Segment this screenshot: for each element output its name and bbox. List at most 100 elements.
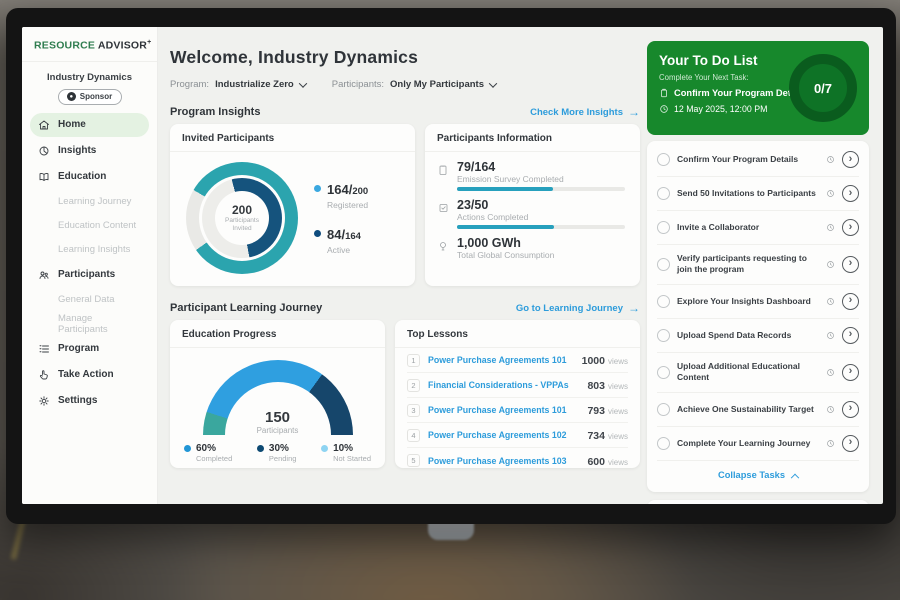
sidebar-item-label: Settings (58, 395, 97, 406)
legend-value: 60% (196, 443, 232, 454)
task-checkbox[interactable] (657, 437, 670, 450)
sidebar-item-settings[interactable]: Settings (30, 389, 149, 413)
sidebar-item-learning-journey[interactable]: Learning Journey (30, 191, 149, 213)
gauge-value: 150 (203, 409, 353, 426)
invited-donut-outer: 200 Participants Invited (186, 162, 298, 274)
lesson-link[interactable]: Power Purchase Agreements 101 (428, 405, 579, 415)
task-open-button[interactable]: › (842, 219, 859, 236)
task-row-complete-learning-journey[interactable]: Complete Your Learning Journey › (657, 427, 859, 461)
program-insights-header: Program Insights Check More Insights → (170, 106, 640, 118)
sidebar-item-manage-participants[interactable]: Manage Participants (30, 313, 149, 335)
program-filter[interactable]: Program: Industrialize Zero (170, 79, 306, 90)
legend-dot (184, 445, 191, 452)
task-checkbox[interactable] (657, 187, 670, 200)
participants-filter[interactable]: Participants: Only My Participants (332, 79, 496, 90)
legend-dot (314, 230, 321, 237)
sponsor-badge: ● Sponsor (58, 89, 122, 105)
task-row-confirm-program[interactable]: Confirm Your Program Details › (657, 143, 859, 177)
lesson-row: 5 Power Purchase Agreements 103 600views (407, 448, 628, 473)
monitor-bezel: RESOURCE ADVISOR+ Industry Dynamics ● Sp… (6, 8, 896, 524)
education-progress-card: Education Progress 150 Participants 60%C… (170, 320, 385, 468)
clock-icon (659, 104, 669, 114)
sidebar-item-learning-insights[interactable]: Learning Insights (30, 239, 149, 261)
sidebar-item-label: General Data (58, 294, 115, 305)
sidebar-item-take-action[interactable]: Take Action (30, 363, 149, 387)
task-row-upload-spend-data[interactable]: Upload Spend Data Records › (657, 319, 859, 353)
task-checkbox[interactable] (657, 366, 670, 379)
legend-value-total: 164 (345, 231, 361, 242)
task-checkbox[interactable] (657, 153, 670, 166)
consumption-icon (437, 240, 449, 252)
sidebar-item-home[interactable]: Home (30, 113, 149, 137)
clock-icon (826, 368, 835, 377)
task-open-button[interactable]: › (842, 151, 859, 168)
lesson-row: 4 Power Purchase Agreements 102 734views (407, 423, 628, 448)
lesson-link[interactable]: Power Purchase Agreements 103 (428, 456, 579, 466)
task-open-button[interactable]: › (842, 293, 859, 310)
lesson-row: 1 Power Purchase Agreements 101 1000view… (407, 348, 628, 373)
learning-journey-header: Participant Learning Journey Go to Learn… (170, 302, 640, 314)
go-to-learning-journey-link[interactable]: Go to Learning Journey → (516, 302, 640, 314)
lesson-rank: 1 (407, 354, 420, 367)
task-label: Explore Your Insights Dashboard (677, 296, 819, 307)
sidebar-item-insights[interactable]: Insights (30, 139, 149, 163)
stat-value: 1,000 GWh (457, 236, 554, 250)
sidebar-item-label: Learning Journey (58, 196, 131, 207)
task-checkbox[interactable] (657, 221, 670, 234)
legend-label: Not Started (333, 454, 371, 463)
donut-center-label: Participants Invited (215, 217, 269, 233)
task-row-invite-collaborator[interactable]: Invite a Collaborator › (657, 211, 859, 245)
collapse-tasks-link[interactable]: Collapse Tasks (657, 461, 859, 490)
task-label: Send 50 Invitations to Participants (677, 188, 819, 199)
task-checkbox[interactable] (657, 295, 670, 308)
learning-cards-row: Education Progress 150 Participants 60%C… (170, 320, 640, 468)
logo-plus: + (147, 39, 151, 46)
sidebar-item-participants[interactable]: Participants (30, 263, 149, 287)
participants-information-card: Participants Information 79/164 Emission… (425, 124, 640, 286)
lesson-link[interactable]: Power Purchase Agreements 102 (428, 430, 579, 440)
task-label: Confirm Your Program Details (677, 154, 819, 165)
lesson-link[interactable]: Financial Considerations - VPPAs (428, 380, 579, 390)
task-checkbox[interactable] (657, 403, 670, 416)
top-lessons-card: Top Lessons 1 Power Purchase Agreements … (395, 320, 640, 468)
clock-icon (826, 260, 835, 269)
task-open-button[interactable]: › (842, 364, 859, 381)
task-row-send-invitations[interactable]: Send 50 Invitations to Participants › (657, 177, 859, 211)
sidebar-item-education[interactable]: Education (30, 165, 149, 189)
task-open-button[interactable]: › (842, 327, 859, 344)
collapse-label: Collapse Tasks (718, 470, 785, 480)
gauge-legend: 60%Completed 30%Pending 10%Not Started (170, 435, 385, 463)
participants-icon (38, 269, 50, 281)
task-row-verify-participants[interactable]: Verify participants requesting to join t… (657, 245, 859, 285)
task-row-explore-insights[interactable]: Explore Your Insights Dashboard › (657, 285, 859, 319)
insights-cards-row: Invited Participants 200 Participants In… (170, 124, 640, 286)
check-more-insights-link[interactable]: Check More Insights → (530, 106, 640, 118)
lesson-link[interactable]: Power Purchase Agreements 101 (428, 355, 574, 365)
task-row-upload-educational-content[interactable]: Upload Additional Educational Content › (657, 353, 859, 393)
legend-label: Pending (269, 454, 297, 463)
program-filter-label: Program: (170, 79, 209, 90)
todo-next-task-label: Confirm Your Program Details (674, 88, 806, 98)
sidebar-item-education-content[interactable]: Education Content (30, 215, 149, 237)
sidebar-item-general-data[interactable]: General Data (30, 289, 149, 311)
lesson-row: 3 Power Purchase Agreements 101 793views (407, 398, 628, 423)
sidebar-item-program[interactable]: Program (30, 337, 149, 361)
home-icon (38, 119, 50, 131)
task-open-button[interactable]: › (842, 256, 859, 273)
todo-column: Your To Do List Complete Your Next Task:… (647, 27, 869, 504)
task-row-achieve-target[interactable]: Achieve One Sustainability Target › (657, 393, 859, 427)
survey-icon (437, 164, 449, 176)
task-open-button[interactable]: › (842, 401, 859, 418)
task-checkbox[interactable] (657, 258, 670, 271)
legend-label: Active (327, 245, 361, 255)
lesson-views: 734 (587, 430, 605, 442)
task-checkbox[interactable] (657, 329, 670, 342)
gauge-label: Participants (203, 426, 353, 435)
task-open-button[interactable]: › (842, 435, 859, 452)
task-open-button[interactable]: › (842, 185, 859, 202)
main-content: Welcome, Industry Dynamics Program: Indu… (170, 27, 640, 468)
invited-participants-body: 200 Participants Invited 164/200 (170, 152, 415, 274)
legend-not-started: 10%Not Started (321, 443, 371, 463)
stat-emission-survey: 79/164 Emission Survey Completed (437, 160, 626, 191)
sidebar-item-label: Learning Insights (58, 244, 130, 255)
